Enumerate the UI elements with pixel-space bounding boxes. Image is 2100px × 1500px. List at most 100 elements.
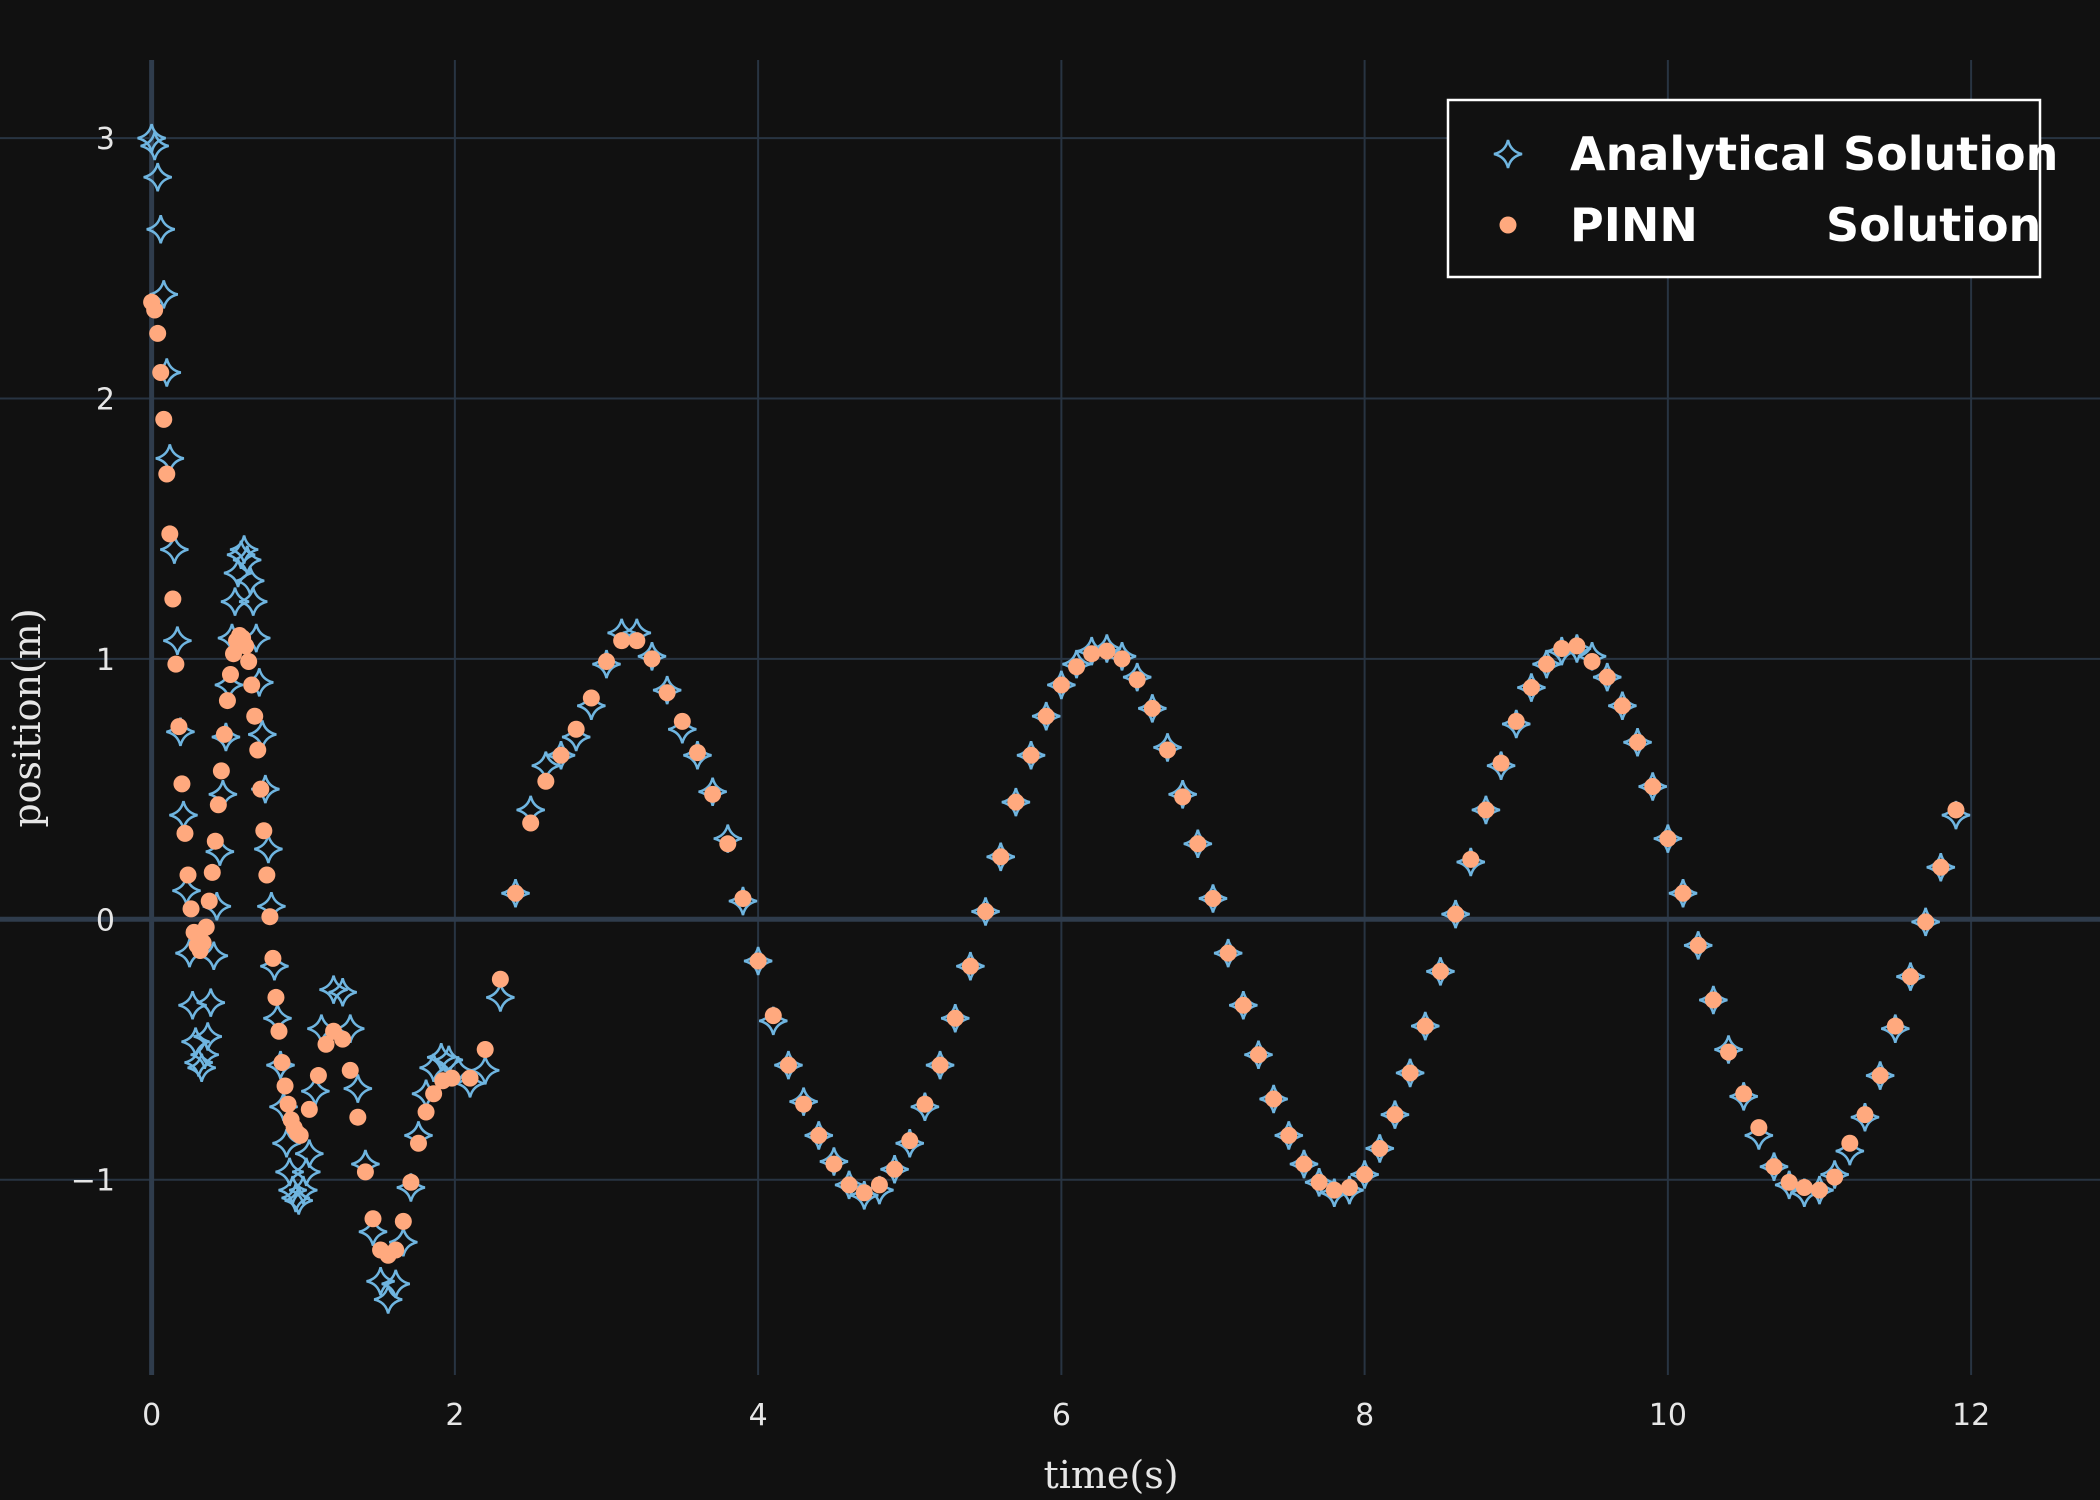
pinn-point (855, 1184, 873, 1202)
analytical-point (389, 1227, 418, 1257)
pinn-point (273, 1054, 291, 1072)
pinn-point (1917, 913, 1935, 931)
pinn-point (182, 900, 200, 918)
pinn-point (1356, 1165, 1374, 1183)
pinn-point (1431, 962, 1449, 980)
pinn-point (356, 1163, 374, 1181)
pinn-point (522, 814, 540, 832)
analytical-point (294, 1139, 324, 1168)
pinn-point (1189, 835, 1207, 853)
analytical-point (187, 1053, 216, 1083)
pinn-point (240, 653, 258, 671)
y-tick-label: 1 (96, 643, 115, 678)
pinn-point (1325, 1181, 1343, 1199)
analytical-point (205, 837, 235, 866)
analytical-point (381, 1269, 411, 1299)
pinn-point (916, 1095, 934, 1113)
pinn-point (643, 650, 661, 668)
pinn-point (1826, 1168, 1844, 1186)
pinn-point (734, 889, 752, 907)
pinn-point (1583, 653, 1601, 671)
analytical-point (758, 1006, 788, 1036)
pinn-point (1735, 1085, 1753, 1103)
pinn-point (749, 952, 767, 970)
analytical-point (1577, 641, 1607, 671)
pinn-point (1538, 655, 1556, 673)
pinn-point (1765, 1158, 1783, 1176)
pinn-point (252, 780, 270, 798)
pinn-point (1932, 858, 1950, 876)
pinn-point (364, 1210, 382, 1228)
pinn-point (1704, 991, 1722, 1009)
pinn-point (1886, 1017, 1904, 1035)
pinn-point (1219, 944, 1237, 962)
pinn-point (1204, 889, 1222, 907)
analytical-point (419, 1053, 448, 1083)
pinn-point (1492, 754, 1510, 772)
analytical-point (819, 1147, 849, 1176)
analytical-point (426, 1043, 456, 1072)
pinn-point (704, 785, 722, 803)
legend-marker-analytical-solution (1493, 139, 1523, 169)
pinn-point (1249, 1046, 1267, 1064)
analytical-point (1062, 649, 1091, 679)
pinn-point (1310, 1173, 1328, 1191)
pinn-point (1295, 1155, 1313, 1173)
analytical-point (140, 131, 169, 161)
analytical-point (358, 1217, 388, 1247)
pinn-point (567, 720, 585, 738)
pinn-point (173, 775, 191, 793)
pinn-point (1613, 697, 1631, 715)
analytical-point (238, 587, 268, 616)
series-pinn-solution (143, 293, 1965, 1264)
pinn-point (1780, 1173, 1798, 1191)
pinn-point (1750, 1119, 1768, 1137)
pinn-point (164, 590, 182, 608)
pinn-point (1098, 642, 1116, 660)
pinn-point (443, 1069, 461, 1087)
pinn-point (203, 863, 221, 881)
pinn-point (1265, 1090, 1283, 1108)
pinn-point (264, 949, 282, 967)
pinn-point (779, 1056, 797, 1074)
pinn-point (1052, 676, 1070, 694)
pinn-point (1401, 1064, 1419, 1082)
pinn-point (901, 1132, 919, 1150)
pinn-point (1083, 645, 1101, 663)
x-tick-label: 10 (1649, 1398, 1687, 1433)
analytical-point (486, 983, 515, 1012)
pinn-point (387, 1241, 405, 1259)
analytical-point (343, 1074, 373, 1103)
pinn-point (179, 866, 197, 884)
pinn-point (961, 957, 979, 975)
analytical-point (1092, 634, 1122, 663)
legend-label-pinn-solution: PINN Solution (1570, 198, 2041, 252)
pinn-point (249, 741, 267, 759)
analytical-point (1122, 662, 1152, 692)
pinn-point (1280, 1126, 1298, 1144)
pinn-point (840, 1176, 858, 1194)
pinn-point (1856, 1106, 1874, 1124)
pinn-point (176, 824, 194, 842)
pinn-point (221, 666, 239, 684)
analytical-point (577, 691, 606, 721)
analytical-point (698, 777, 727, 807)
analytical-point (470, 1056, 500, 1085)
analytical-point (637, 641, 667, 671)
pinn-point (218, 692, 236, 710)
y-axis-ticks: −1 0 1 2 3 (71, 122, 115, 1199)
pinn-point (1674, 884, 1692, 902)
pinn-point (149, 324, 167, 342)
pinn-point (1416, 1017, 1434, 1035)
pinn-point (597, 653, 615, 671)
legend-box (1446, 98, 2042, 279)
x-tick-label: 2 (445, 1398, 464, 1433)
pinn-point (537, 772, 555, 790)
pinn-point (1522, 679, 1540, 697)
pinn-point (507, 884, 525, 902)
pinn-point (1477, 801, 1495, 819)
pinn-point (719, 835, 737, 853)
analytical-point (196, 988, 226, 1017)
analytical-point (190, 1040, 220, 1070)
pinn-point (764, 1007, 782, 1025)
